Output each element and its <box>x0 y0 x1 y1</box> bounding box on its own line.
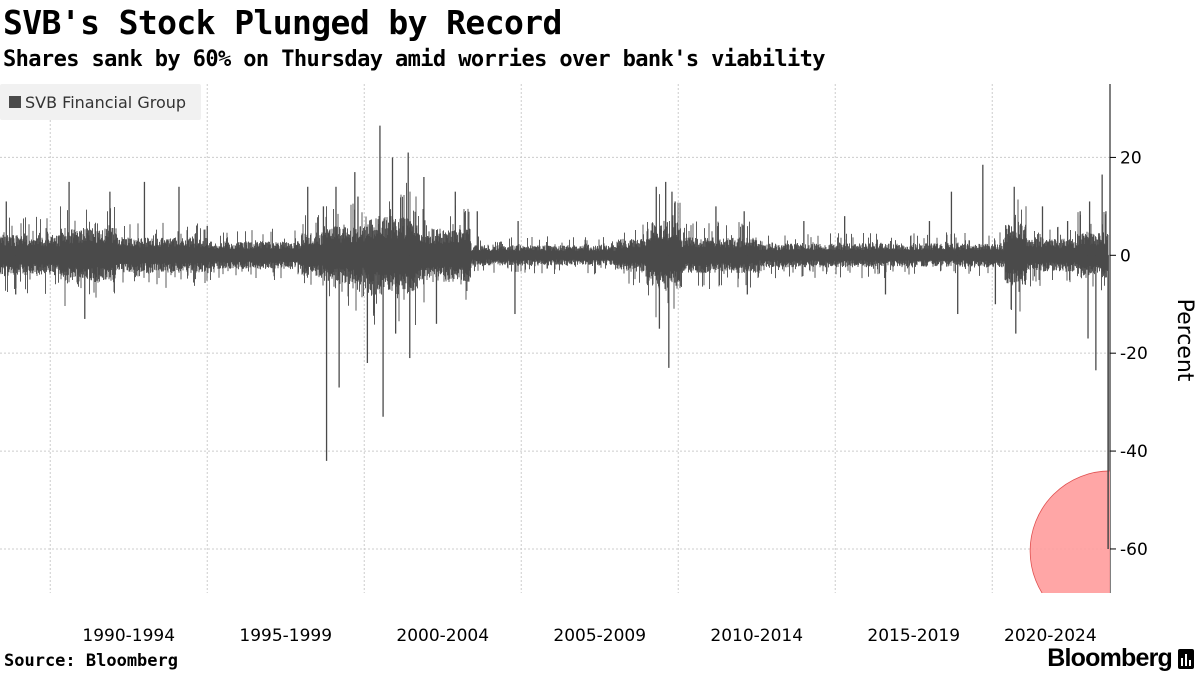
y-tick-label: -20 <box>1120 344 1148 364</box>
x-tick-label: 1995-1999 <box>239 626 332 646</box>
chart-title: SVB's Stock Plunged by Record <box>3 3 562 42</box>
chart-subtitle: Shares sank by 60% on Thursday amid worr… <box>3 47 826 72</box>
y-axis-label: Percent <box>1172 299 1197 382</box>
y-tick-label: -40 <box>1120 442 1148 462</box>
source-note: Source: Bloomberg <box>4 651 178 671</box>
y-tick-label: 0 <box>1120 246 1131 266</box>
y-tick-label: 20 <box>1120 148 1142 168</box>
chart-legend: SVB Financial Group <box>0 84 201 120</box>
x-tick-label: 2005-2009 <box>553 626 646 646</box>
legend-swatch <box>9 96 21 108</box>
x-tick-label: 2015-2019 <box>867 626 960 646</box>
record-plunge-highlight <box>1029 470 1110 593</box>
x-tick-label: 2010-2014 <box>710 626 803 646</box>
bloomberg-logo: Bloomberg <box>1047 644 1194 673</box>
legend-label: SVB Financial Group <box>25 92 187 112</box>
y-tick-label: -60 <box>1120 540 1148 560</box>
x-tick-label: 2000-2004 <box>396 626 489 646</box>
bloomberg-badge-icon <box>1178 648 1194 669</box>
x-tick-label: 1990-1994 <box>82 626 175 646</box>
x-tick-label: 2020-2024 <box>1004 626 1097 646</box>
series-returns <box>0 182 1109 325</box>
brand-wordmark: Bloomberg <box>1047 644 1173 672</box>
